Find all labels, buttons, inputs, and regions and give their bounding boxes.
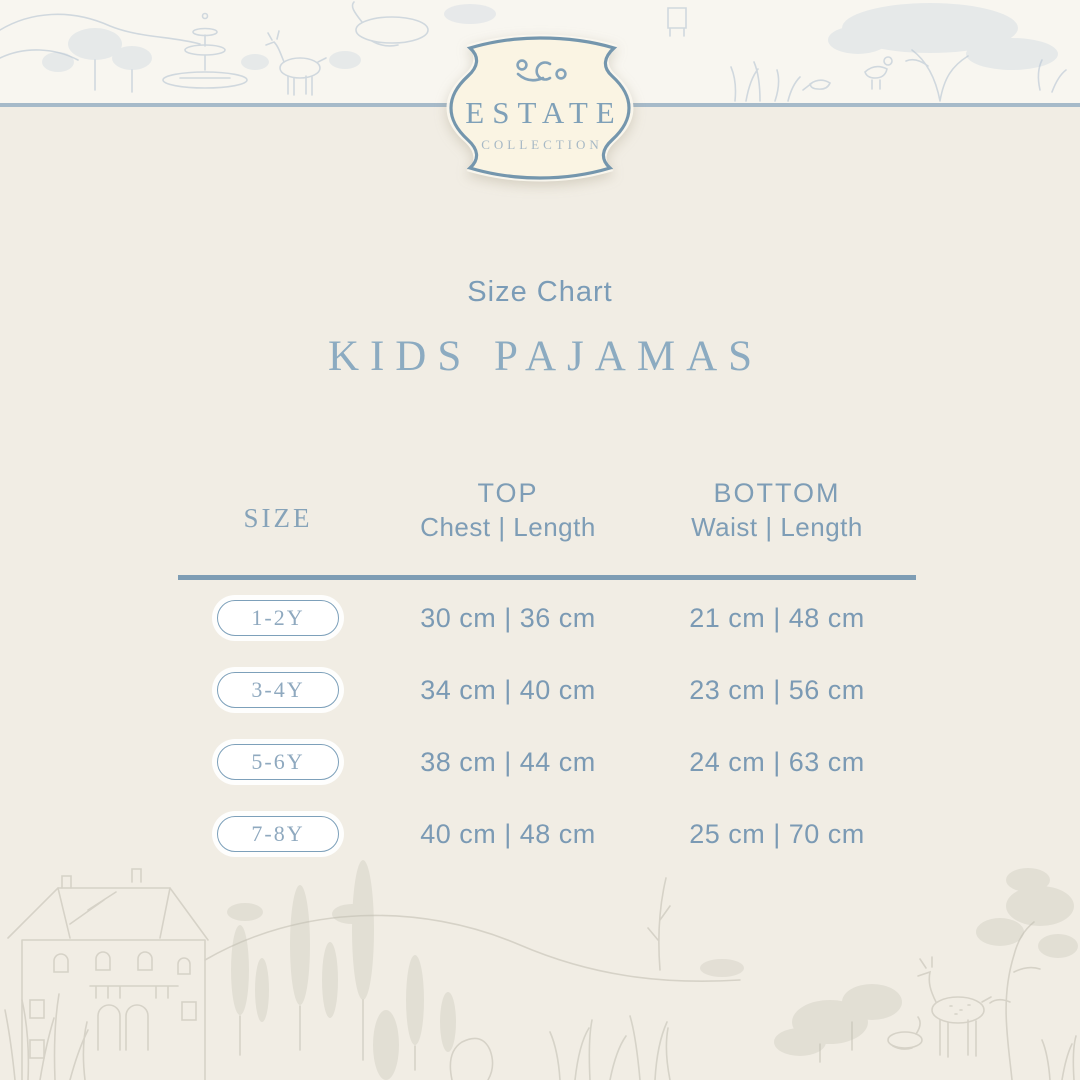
rings-monogram-icon [516,59,567,82]
size-table: SIZE TOP Chest | Length BOTTOM Waist | L… [170,470,924,870]
badge-frame [446,34,634,182]
bottom-measurements: 23 cm | 56 cm [689,674,865,705]
toile-top-illustration [0,1,1067,102]
page-subtitle: Size Chart [467,276,613,308]
table-row: 7-8Y [170,798,386,870]
bottom-measurements: 24 cm | 63 cm [689,746,865,777]
size-badge: 3-4Y [217,672,339,708]
top-measurements: 30 cm | 36 cm [420,602,596,633]
brand-subtitle: COLLECTION [481,137,603,152]
top-measurements: 38 cm | 44 cm [420,746,596,777]
page-title: KIDS PAJAMAS [327,333,764,380]
size-badge: 5-6Y [217,744,339,780]
size-badge: 7-8Y [217,816,339,852]
toile-footer-illustration [4,860,1078,1080]
bottom-group-label: BOTTOM [713,478,841,508]
column-header-bottom: BOTTOM Waist | Length [630,470,924,566]
table-row: 1-2Y [170,582,386,654]
size-badge: 1-2Y [217,600,339,636]
column-header-top: TOP Chest | Length [386,470,630,566]
top-measurements: 40 cm | 48 cm [420,818,596,849]
bottom-measurements: 21 cm | 48 cm [689,602,865,633]
table-row: 3-4Y [170,654,386,726]
top-group-label: TOP [477,478,539,508]
brand-name: ESTATE [465,95,623,130]
top-group-measures: Chest | Length [420,512,596,542]
table-header-rule [170,566,924,582]
brand-badge: ESTATE COLLECTION [422,33,658,183]
table-row: 5-6Y [170,726,386,798]
top-measurements: 34 cm | 40 cm [420,674,596,705]
column-header-size: SIZE [243,502,313,533]
bottom-group-measures: Waist | Length [691,512,863,542]
bottom-measurements: 25 cm | 70 cm [689,818,865,849]
